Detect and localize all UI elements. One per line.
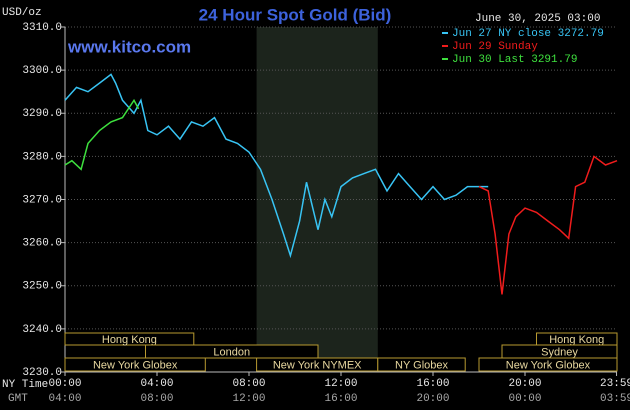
price-line: [478, 155, 618, 295]
session-label: New York NYMEX: [273, 359, 362, 371]
y-tick-label: 3240.0: [22, 324, 62, 336]
session-box: [377, 357, 466, 372]
legend-label: Jun 27 NY close 3272.79: [452, 28, 604, 40]
x-axis-label: NY Time: [2, 379, 48, 391]
x2-tick-label: 20:00: [416, 393, 449, 405]
session-label: London: [213, 346, 250, 358]
session-label: New York Globex: [93, 359, 178, 371]
session-box: [64, 332, 195, 346]
watermark: www.kitco.com: [67, 37, 191, 56]
y-tick-label: 3270.0: [22, 194, 62, 206]
x2-tick-label: 08:00: [140, 393, 173, 405]
y-tick-label: 3310.0: [22, 22, 62, 34]
session-box: [145, 344, 319, 359]
session-label: Hong Kong: [102, 334, 157, 346]
x2-tick-label: 12:00: [232, 393, 265, 405]
x2-tick-label: 03:59: [600, 393, 630, 405]
x-tick-label: 20:00: [508, 378, 541, 390]
session-box: [64, 357, 206, 372]
session-label: New York Globex: [506, 359, 591, 371]
session-label: NY Globex: [395, 359, 448, 371]
y-tick-label: 3230.0: [22, 367, 62, 379]
price-line: [64, 73, 489, 259]
session-label: Hong Kong: [549, 334, 604, 346]
x2-tick-label: 04:00: [48, 393, 81, 405]
legend-label: Jun 30 Last 3291.79: [452, 54, 577, 66]
x-tick-label: 04:00: [140, 378, 173, 390]
x-tick-label: 00:00: [48, 378, 81, 390]
price-line: [64, 98, 140, 171]
y-tick-label: 3250.0: [22, 281, 62, 293]
timestamp: June 30, 2025 03:00: [475, 13, 600, 25]
x-tick-label: 12:00: [324, 378, 357, 390]
x-tick-label: 23:59: [600, 378, 630, 390]
x2-tick-label: 16:00: [324, 393, 357, 405]
session-box: [478, 357, 618, 372]
legend-label: Jun 29 Sunday: [452, 41, 538, 53]
x2-tick-label: 00:00: [508, 393, 541, 405]
x-tick-label: 08:00: [232, 378, 265, 390]
chart-title: 24 Hour Spot Gold (Bid): [199, 5, 392, 24]
x2-axis-label: GMT: [8, 393, 28, 405]
y-tick-label: 3260.0: [22, 238, 62, 250]
y-tick-label: 3300.0: [22, 65, 62, 77]
session-label: Sydney: [541, 346, 578, 358]
y-axis-label: USD/oz: [2, 7, 42, 19]
y-tick-label: 3280.0: [22, 151, 62, 163]
x-tick-label: 16:00: [416, 378, 449, 390]
y-tick-label: 3290.0: [22, 108, 62, 120]
